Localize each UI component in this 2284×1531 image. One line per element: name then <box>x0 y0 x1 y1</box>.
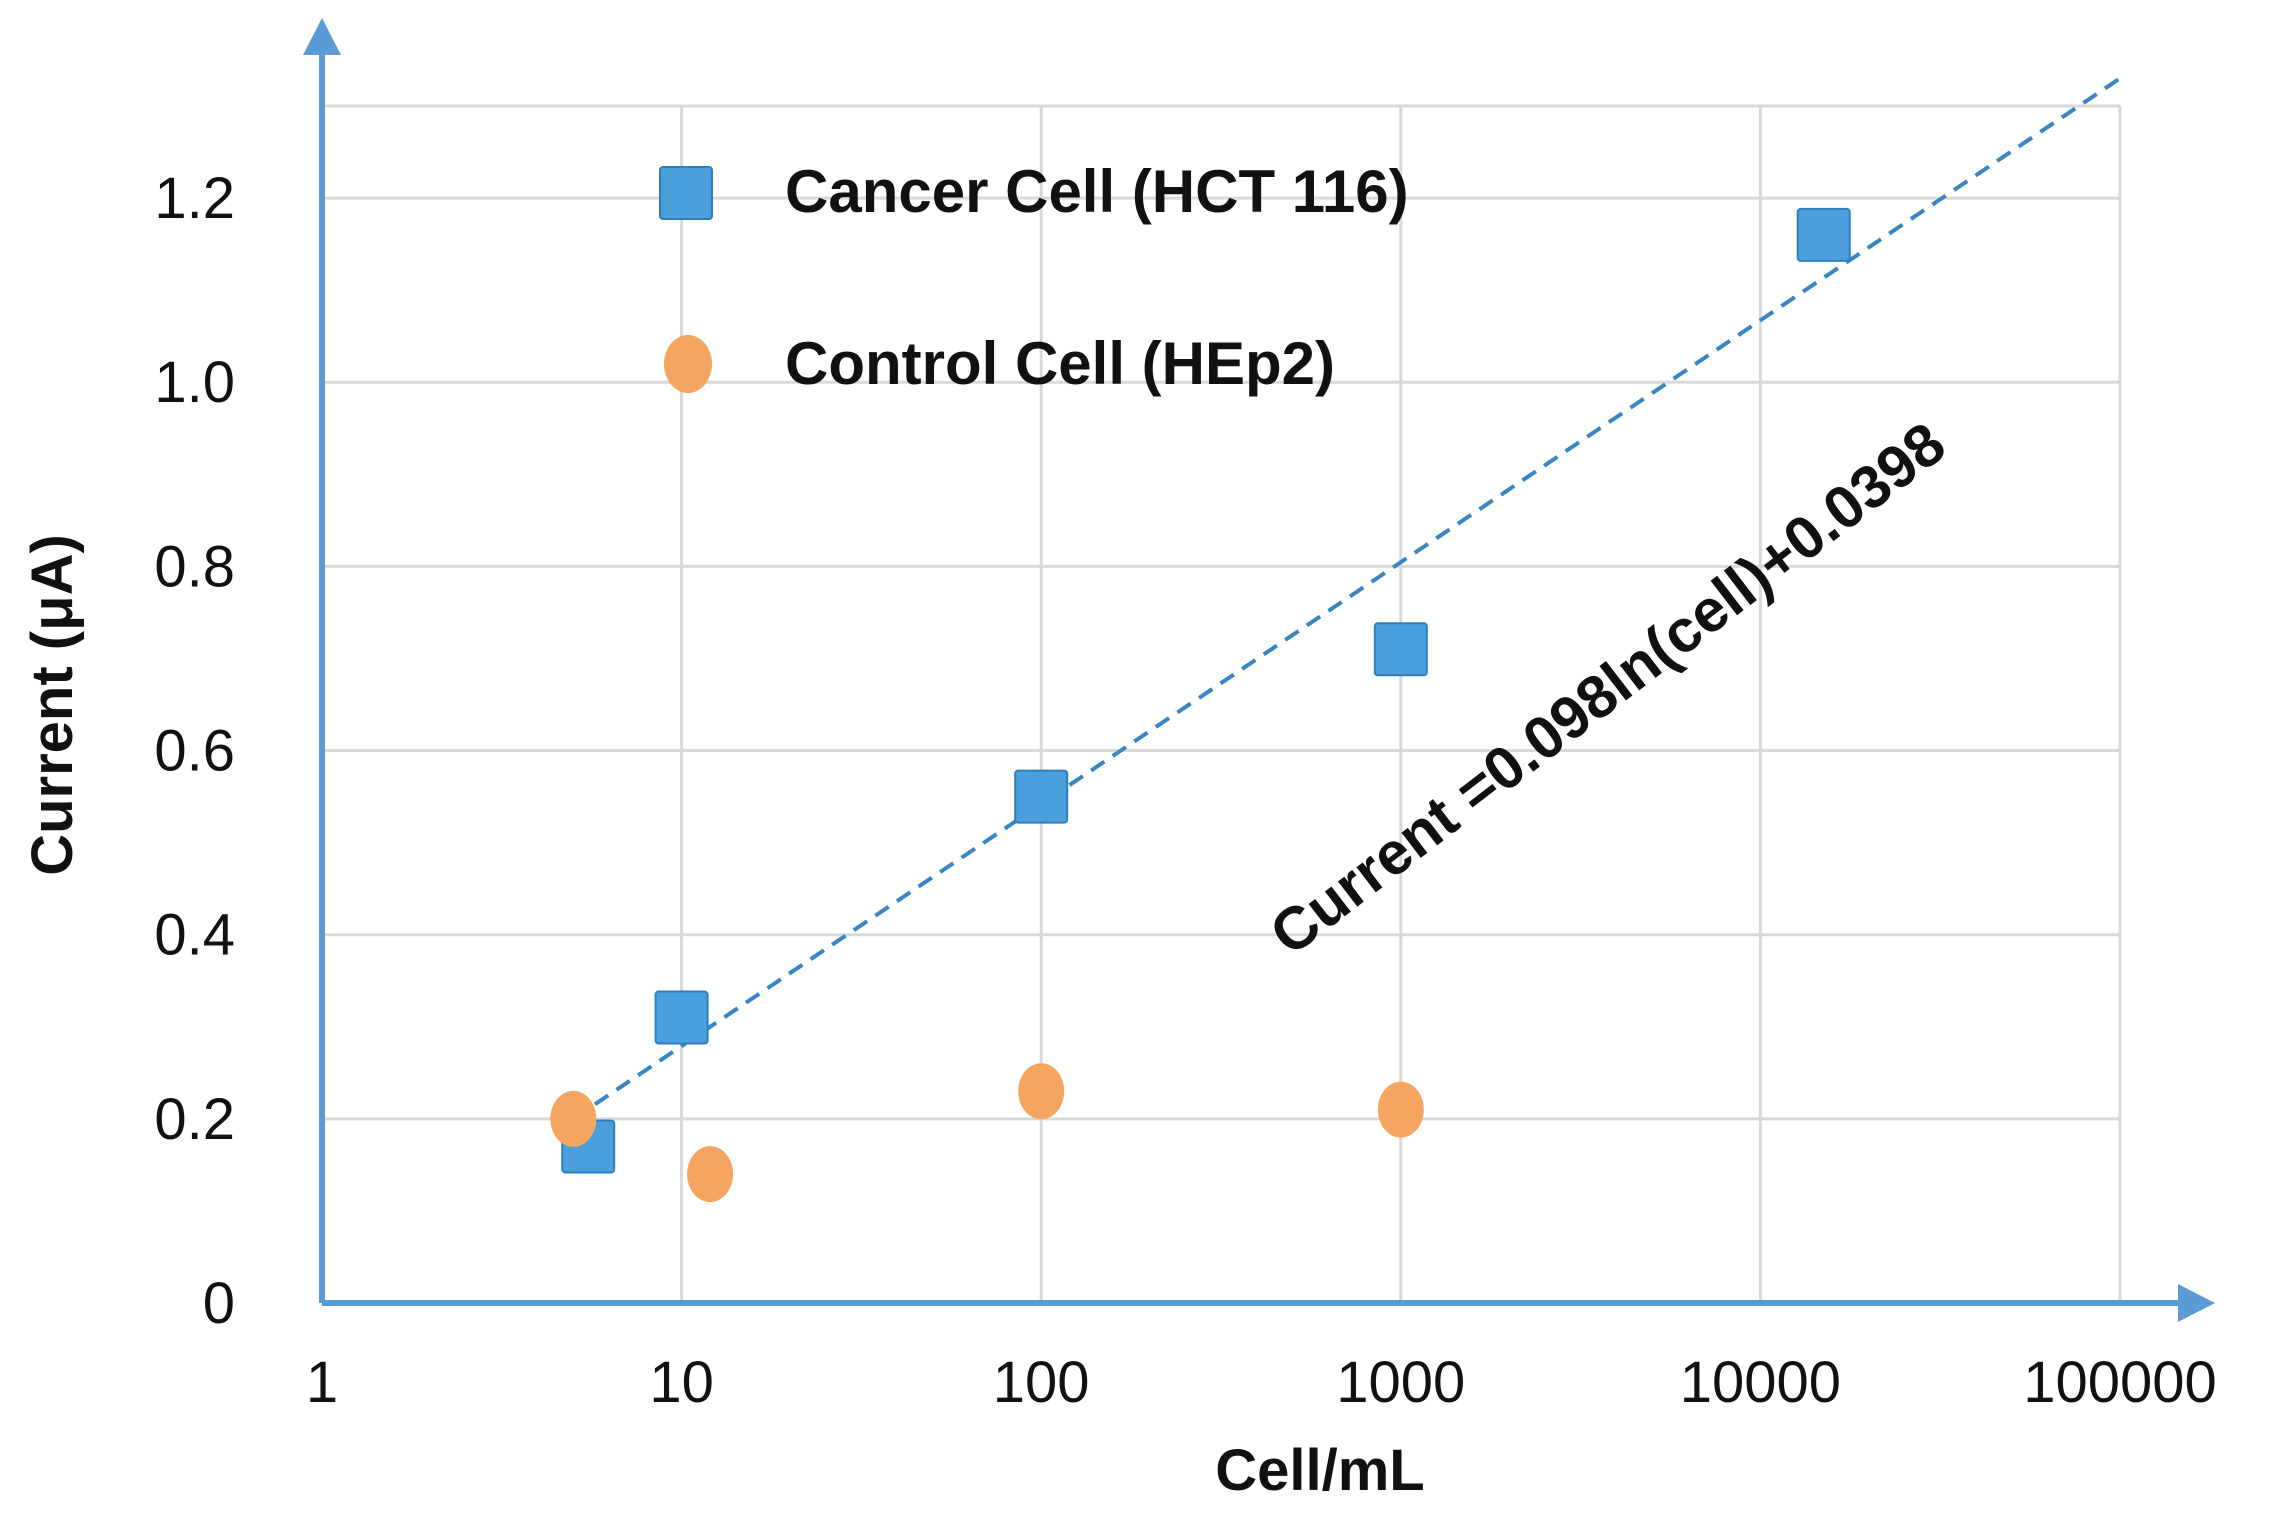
x-axis-title: Cell/mL <box>1215 1438 1425 1503</box>
y-tick-label: 1.0 <box>154 350 235 415</box>
cancer-cell-point <box>1373 622 1428 677</box>
data-points <box>550 207 1851 1203</box>
x-tick-label: 100000 <box>2023 1350 2217 1415</box>
y-axis-arrowhead <box>303 18 341 55</box>
x-tick-label: 100 <box>993 1350 1090 1415</box>
control-cell-point <box>687 1146 734 1203</box>
x-tick-label: 1 <box>306 1350 338 1415</box>
y-tick-label: 0 <box>203 1271 235 1336</box>
y-axis-title: Current (μA) <box>20 534 85 876</box>
x-tick-label: 10 <box>649 1350 714 1415</box>
legend-label-control-cell: Control Cell (HEp2) <box>785 330 1335 397</box>
legend-marker-cancer-cell <box>659 166 713 220</box>
y-tick-label: 0.8 <box>154 534 235 599</box>
y-tick-label: 1.2 <box>154 166 235 231</box>
y-tick-label: 0.6 <box>154 719 235 784</box>
legend-marker-control-cell <box>664 335 712 393</box>
y-tick-label: 0.4 <box>154 903 235 968</box>
y-tick-label: 0.2 <box>154 1087 235 1152</box>
cancer-cell-point <box>1014 769 1069 824</box>
legend-label-cancer-cell: Cancer Cell (HCT 116) <box>785 158 1409 225</box>
control-cell-point <box>1377 1081 1424 1138</box>
legend: Cancer Cell (HCT 116) Control Cell (HEp2… <box>659 158 1409 397</box>
cancer-cell-point <box>1796 207 1851 262</box>
trendline-equation: Current =0.098ln(cell)+0.0398 <box>1258 409 1958 968</box>
tick-labels: 1 10 100 1000 10000 100000 0 0.2 0.4 0.6 0.8 1.0 1.2 <box>154 166 2216 1415</box>
x-tick-label: 1000 <box>1336 1350 1465 1415</box>
x-axis-arrowhead <box>2178 1284 2215 1322</box>
axes <box>303 18 2215 1322</box>
trendline <box>572 76 2122 1121</box>
x-tick-label: 10000 <box>1680 1350 1841 1415</box>
control-cell-point <box>1018 1063 1065 1120</box>
trendline-group <box>572 76 2122 1121</box>
control-cell-point <box>550 1090 597 1147</box>
cancer-cell-point <box>654 990 709 1045</box>
